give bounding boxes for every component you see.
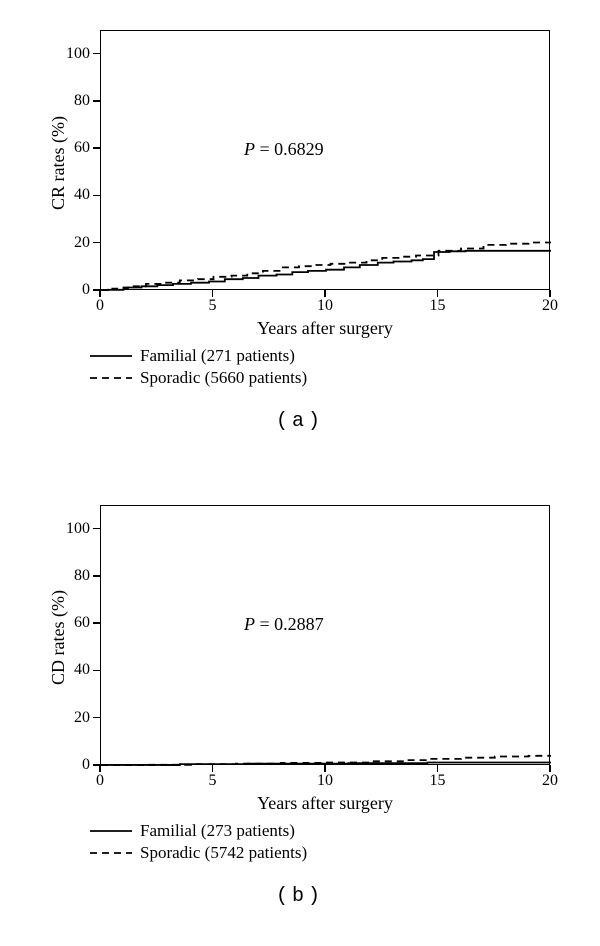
y-tick-label: 60 xyxy=(74,614,90,632)
y-axis-label-b: CD rates (%) xyxy=(48,590,69,685)
y-tick xyxy=(93,764,100,766)
x-tick xyxy=(324,765,326,772)
legend-swatch-sporadic xyxy=(90,842,132,864)
x-tick xyxy=(212,765,214,772)
y-tick xyxy=(93,528,100,530)
legend-item-familial: Familial (273 patients) xyxy=(90,820,307,842)
x-tick xyxy=(99,765,101,772)
legend-b: Familial (273 patients)Sporadic (5742 pa… xyxy=(90,820,307,864)
y-tick-label: 100 xyxy=(66,520,90,538)
x-tick-label: 10 xyxy=(317,772,333,790)
x-tick xyxy=(437,765,439,772)
chart-panel-b: 0 5 10 15 20 0 20 40 60 80 100 Years after surgery C… xyxy=(0,0,600,946)
panel-label-b: (b) xyxy=(0,885,600,908)
legend-label: Sporadic (5742 patients) xyxy=(140,843,307,863)
y-tick-label: 40 xyxy=(74,661,90,679)
p-value-annotation-b: P = 0.2887 xyxy=(244,614,324,635)
legend-item-sporadic: Sporadic (5742 patients) xyxy=(90,842,307,864)
legend-label: Familial (273 patients) xyxy=(140,821,295,841)
plot-frame-b xyxy=(100,505,550,765)
y-tick-label: 0 xyxy=(82,756,90,774)
legend-swatch-familial xyxy=(90,820,132,842)
x-tick-label: 20 xyxy=(542,772,558,790)
y-tick xyxy=(93,575,100,577)
y-tick xyxy=(93,717,100,719)
x-tick-label: 15 xyxy=(430,772,446,790)
y-tick xyxy=(93,622,100,624)
y-tick-label: 20 xyxy=(74,709,90,727)
x-tick-label: 5 xyxy=(209,772,217,790)
x-axis-label-b: Years after surgery xyxy=(100,793,550,814)
plot-svg-b xyxy=(101,506,551,766)
y-tick xyxy=(93,670,100,672)
x-tick xyxy=(549,765,551,772)
x-tick-label: 0 xyxy=(96,772,104,790)
y-tick-label: 80 xyxy=(74,567,90,585)
